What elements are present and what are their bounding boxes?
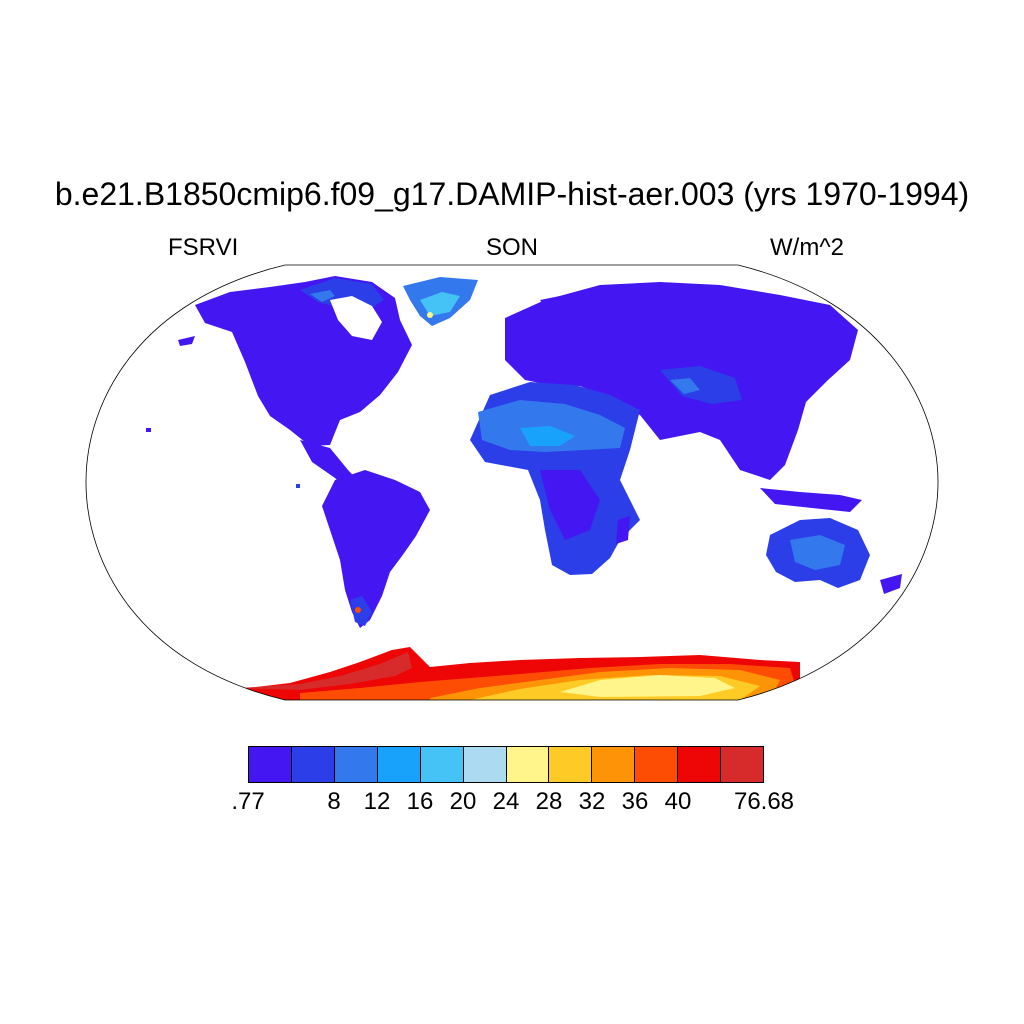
colorbar-box [334, 747, 378, 782]
units-label: W/m^2 [770, 234, 844, 261]
colorbar-box [420, 747, 464, 782]
map-border [85, 264, 939, 701]
greenland [403, 277, 478, 326]
variable-label: FSRVI [168, 234, 239, 261]
indonesia [760, 488, 862, 512]
island [146, 428, 151, 432]
colorbar-box [249, 747, 292, 782]
colorbar-tick-label: 36 [621, 788, 649, 815]
colorbar [248, 746, 764, 783]
colorbar-box [291, 747, 335, 782]
colorbar-tick-label: 24 [492, 788, 520, 815]
island [296, 484, 300, 488]
colorbar-box [635, 747, 679, 782]
colorbar-tick-label: 32 [578, 788, 606, 815]
colorbar-box [549, 747, 593, 782]
eurasia [505, 282, 858, 480]
colorbar-tick-label: .77 [231, 788, 265, 815]
colorbar-labels: .77 8 12 16 20 24 28 32 36 40 76.68 [0, 788, 1024, 828]
colorbar-tick-label: 20 [449, 788, 477, 815]
antarctica [230, 647, 800, 700]
colorbar-box [721, 747, 764, 782]
plot-title: b.e21.B1850cmip6.f09_g17.DAMIP-hist-aer.… [54, 176, 970, 212]
colorbar-box [506, 747, 550, 782]
south-america [322, 470, 430, 628]
colorbar-box [377, 747, 421, 782]
colorbar-tick-label: 40 [664, 788, 692, 815]
colorbar-tick-label: 76.68 [733, 788, 795, 815]
africa [470, 382, 640, 575]
colorbar-box [463, 747, 507, 782]
season-label: SON [485, 234, 538, 261]
colorbar-tick-label: 12 [363, 788, 391, 815]
colorbar-box [678, 747, 722, 782]
colorbar-box [592, 747, 636, 782]
colorbar-tick-label: 28 [535, 788, 563, 815]
colorbar-tick-label: 8 [327, 788, 341, 815]
australia [766, 518, 902, 594]
colorbar-tick-label: 16 [406, 788, 434, 815]
north-america [178, 276, 412, 446]
